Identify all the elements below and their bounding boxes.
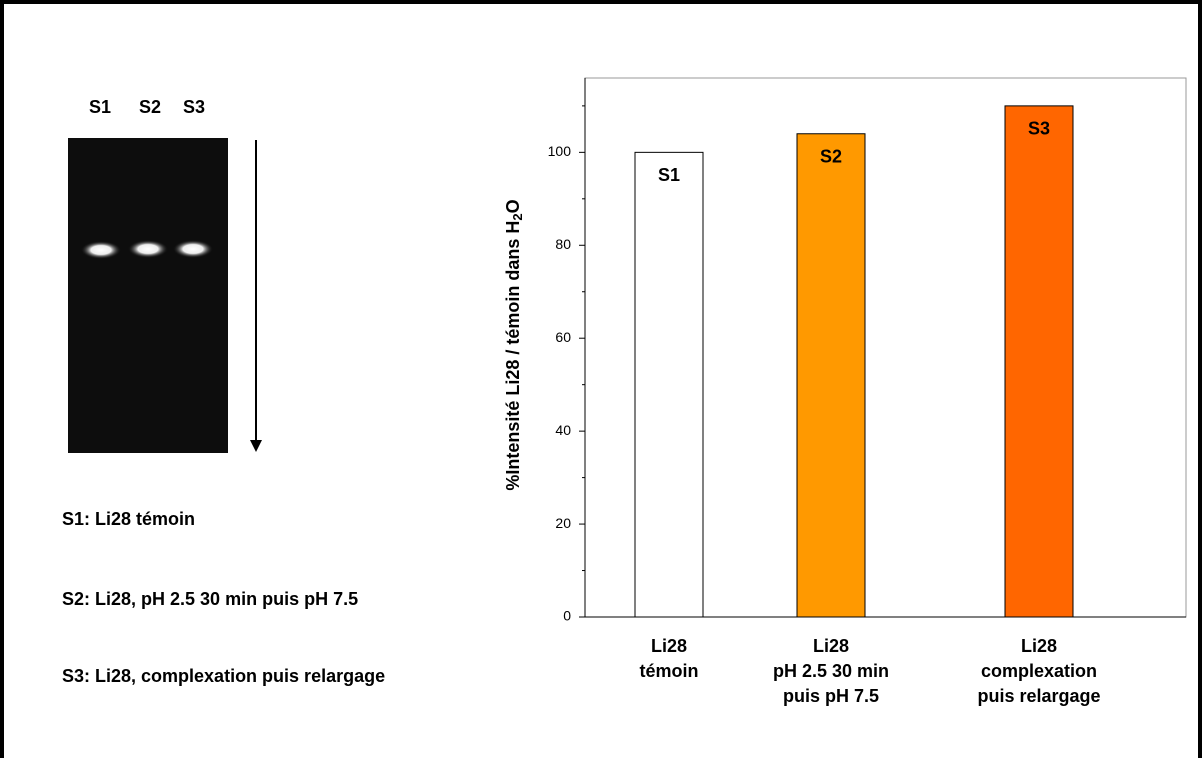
y-label-sub: 2 <box>510 213 525 220</box>
y-tick-label: 100 <box>548 143 572 159</box>
x-tick-label: puis pH 7.5 <box>783 686 879 706</box>
y-tick-label: 80 <box>555 236 571 252</box>
gel <box>68 138 228 453</box>
y-label-part: O <box>503 199 523 213</box>
lane-label: S3 <box>183 97 205 117</box>
y-label-part: %Intensité Li28 / témoin dans H <box>503 221 523 491</box>
y-axis-label: %Intensité Li28 / témoin dans H2O <box>503 199 526 490</box>
x-tick-label: Li28 <box>651 636 687 656</box>
y-tick-label: 0 <box>563 608 571 624</box>
x-tick-label: complexation <box>981 661 1097 681</box>
x-tick-label: Li28 <box>1021 636 1057 656</box>
lane-label: S1 <box>89 97 111 117</box>
y-tick-label: 40 <box>555 422 571 438</box>
bar <box>1004 105 1074 618</box>
gel-band <box>128 240 168 258</box>
bar <box>634 151 704 618</box>
legend-item: S2: Li28, pH 2.5 30 min puis pH 7.5 <box>62 589 358 609</box>
bar <box>796 133 866 618</box>
gel-band <box>81 241 121 259</box>
gel-band <box>173 240 213 258</box>
y-tick-label: 20 <box>555 515 571 531</box>
x-tick-label: puis relargage <box>977 686 1100 706</box>
legend-item: S3: Li28, complexation puis relargage <box>62 666 385 686</box>
bar-label: S1 <box>658 165 680 185</box>
legend-item: S1: Li28 témoin <box>62 509 195 529</box>
x-tick-label: pH 2.5 30 min <box>773 661 889 681</box>
arrow-head <box>250 440 262 452</box>
bar-label: S3 <box>1028 119 1050 139</box>
x-tick-label: témoin <box>639 661 698 681</box>
x-tick-label: Li28 <box>813 636 849 656</box>
bar-label: S2 <box>820 147 842 167</box>
lane-label: S2 <box>139 97 161 117</box>
y-tick-label: 60 <box>555 329 571 345</box>
